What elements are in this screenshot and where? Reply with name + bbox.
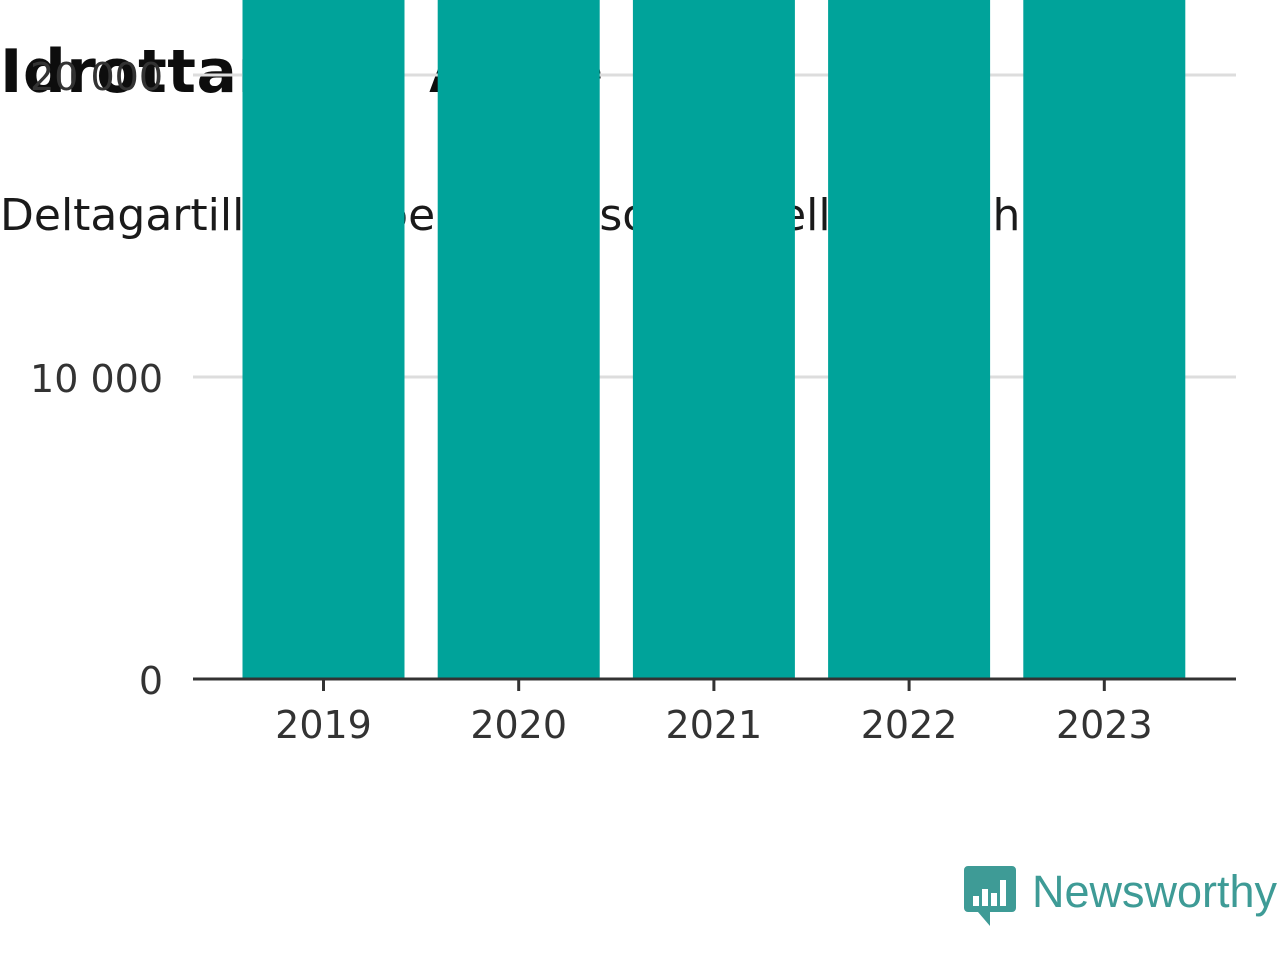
bar-chart-speech-bubble-icon (964, 866, 1016, 926)
x-tick-label: 2021 (666, 703, 763, 747)
bar (242, 0, 405, 679)
x-tick-label: 2020 (470, 703, 567, 747)
x-tick-label: 2019 (275, 703, 372, 747)
x-tick-label: 2023 (1056, 703, 1153, 747)
bar (1023, 0, 1186, 680)
brand-name: Newsworthy (1032, 866, 1278, 917)
bar (828, 0, 991, 679)
x-tick-label: 2022 (861, 703, 958, 747)
y-tick-label: 20 000 (30, 55, 163, 99)
bar (632, 0, 795, 680)
brand-logo-block: Newsworthy (964, 866, 1277, 928)
y-tick-label: 10 000 (30, 357, 163, 401)
y-tick-label: 0 (139, 659, 163, 703)
bar (437, 0, 600, 680)
